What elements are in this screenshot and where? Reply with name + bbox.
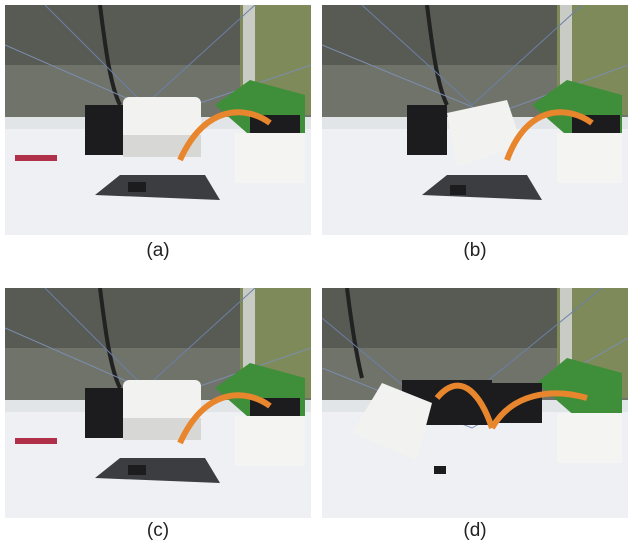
photo-panel-c	[5, 288, 311, 518]
caption-c: (c)	[146, 520, 170, 541]
caption-b: (b)	[463, 240, 487, 261]
photo-panel-b	[322, 5, 628, 235]
caption-d: (d)	[463, 520, 487, 541]
photo-panel-d	[322, 288, 628, 518]
robot-photo-d	[322, 288, 628, 518]
robot-photo-a	[5, 5, 311, 235]
robot-photo-c	[5, 288, 311, 518]
robot-photo-b	[322, 5, 628, 235]
photo-panel-a	[5, 5, 311, 235]
caption-a: (a)	[146, 240, 170, 261]
